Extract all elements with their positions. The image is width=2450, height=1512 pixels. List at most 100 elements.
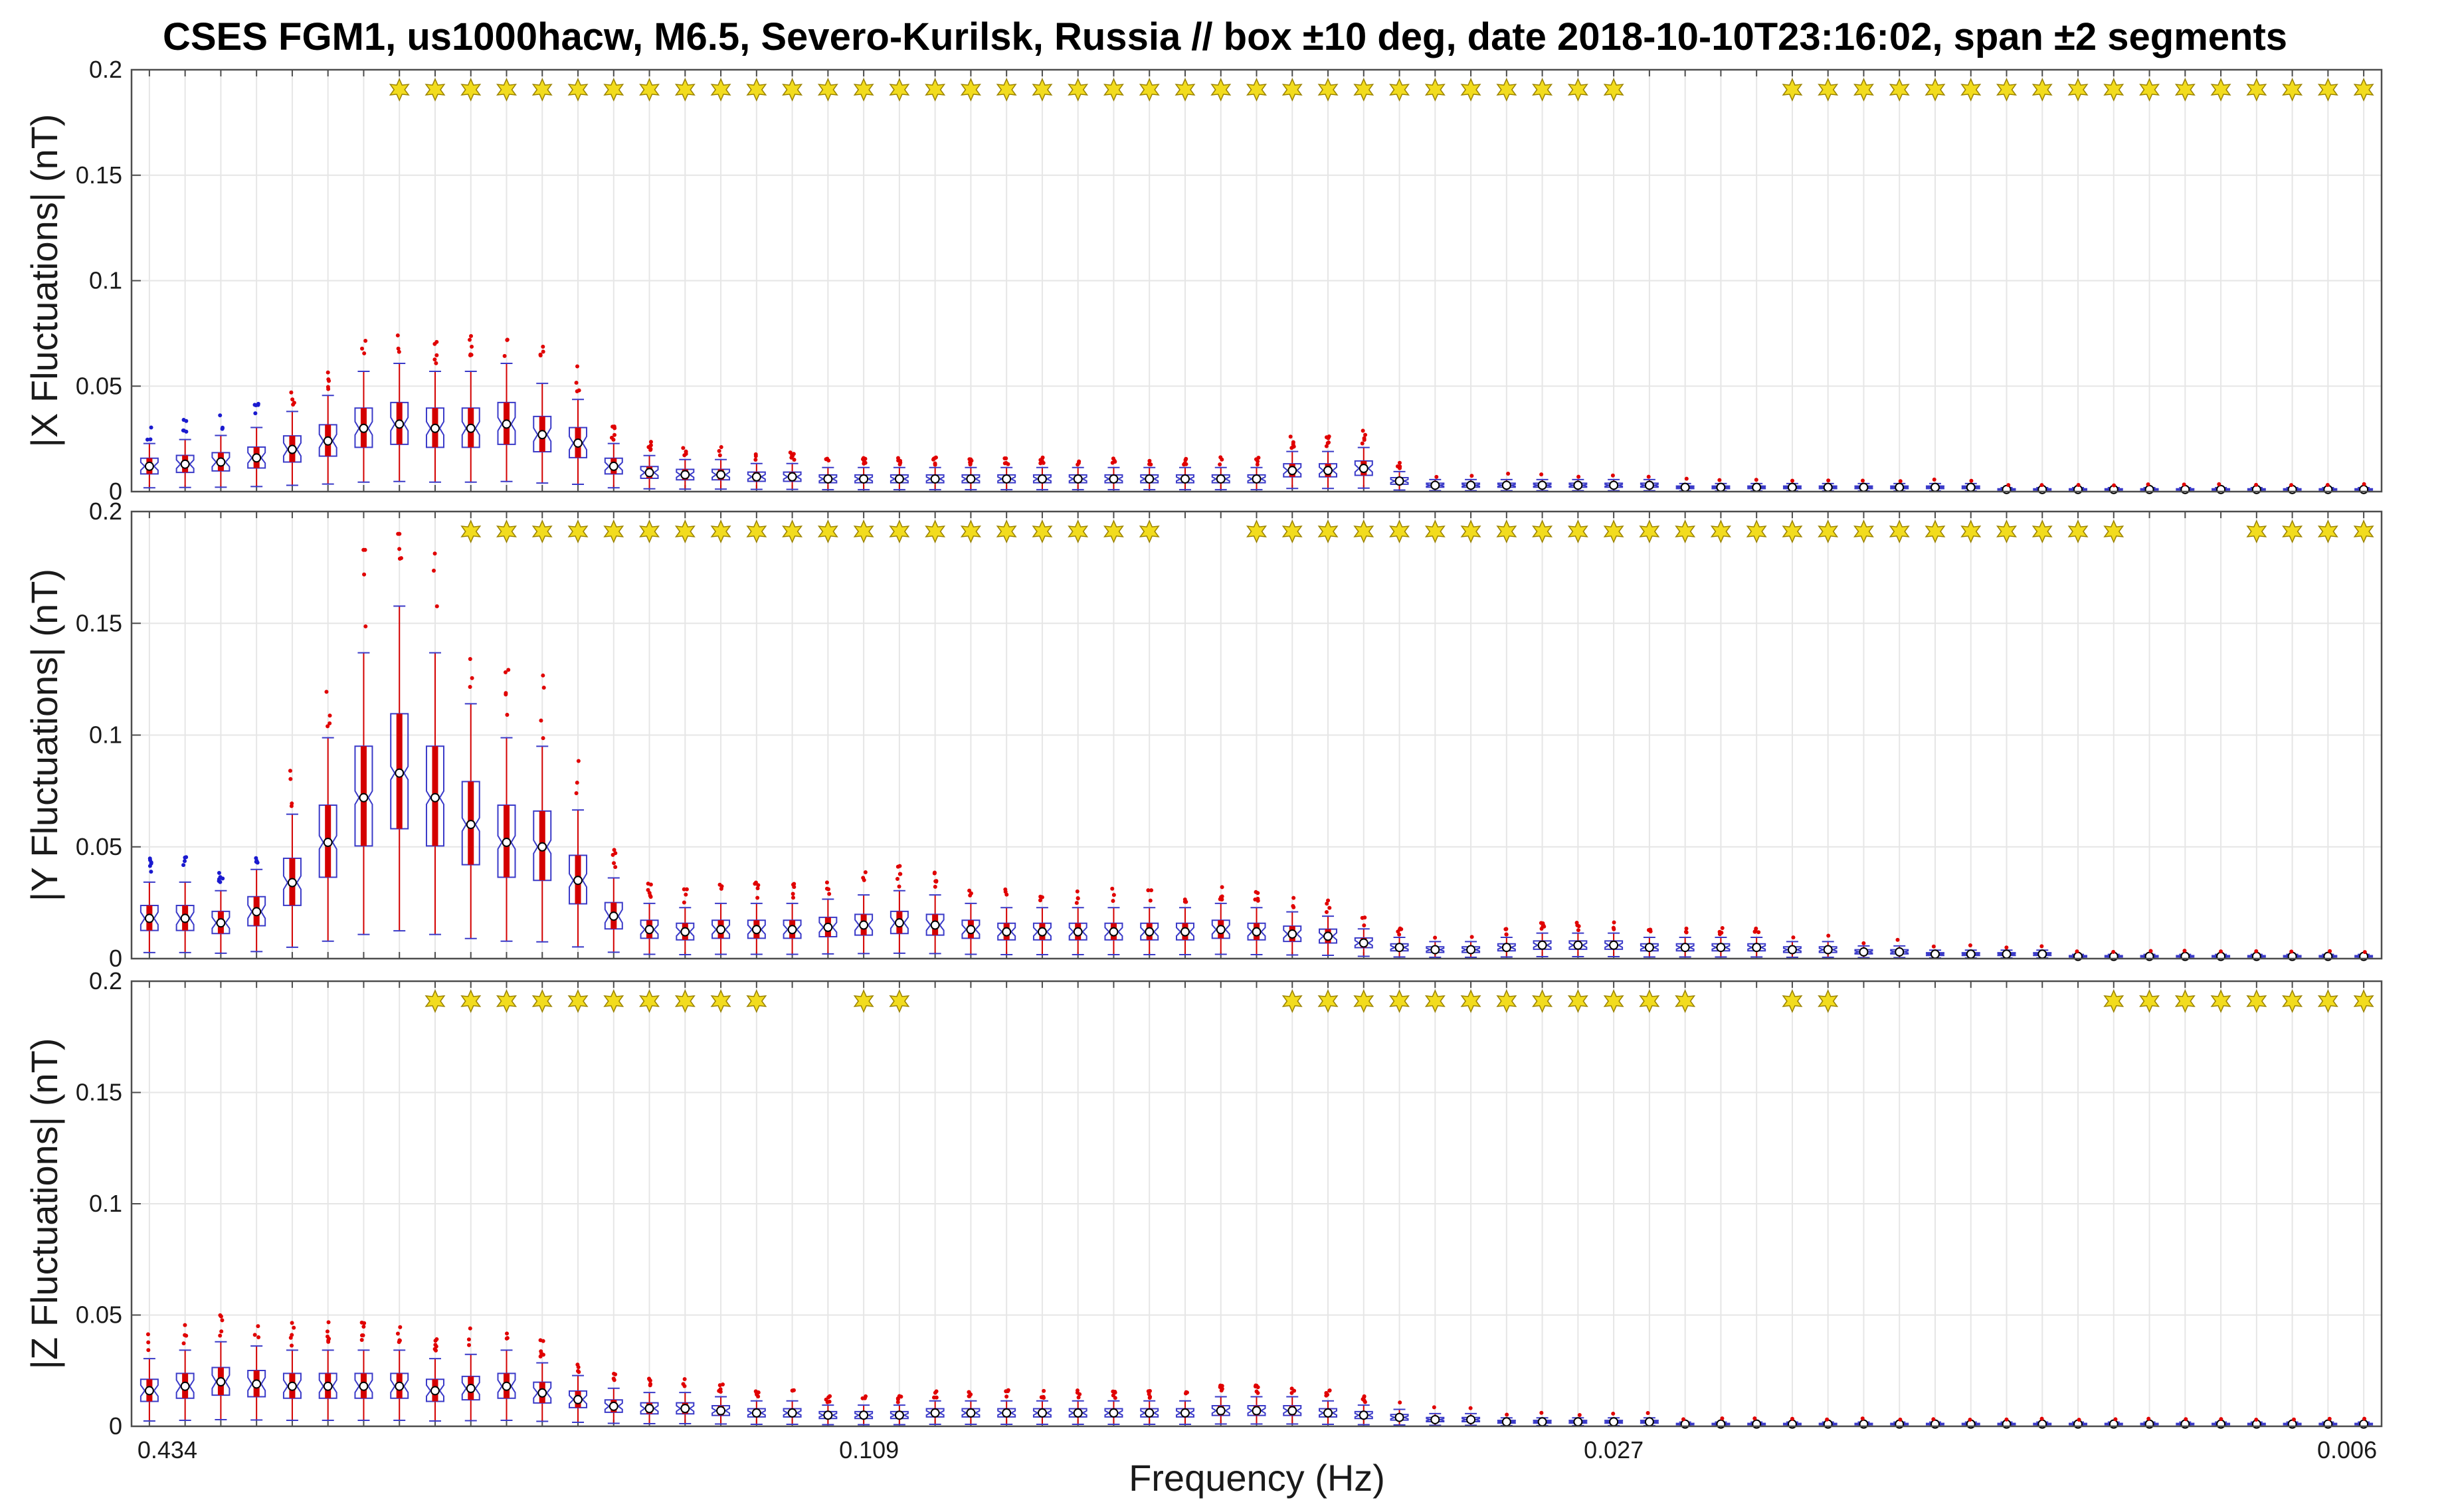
box [2104, 1422, 2123, 1426]
outlier-point [361, 1325, 366, 1329]
outlier-point [613, 1372, 618, 1376]
median-marker [216, 457, 226, 467]
outlier-point [1577, 1413, 1582, 1418]
axes-frame [130, 510, 2383, 960]
box-bin-35 [1390, 926, 1409, 958]
box-bin-1 [175, 855, 195, 953]
outlier-point [611, 425, 615, 429]
outlier-point [1684, 476, 1689, 481]
outlier-point [1469, 935, 1474, 939]
outlier-point [1576, 928, 1580, 933]
outlier-point [541, 673, 545, 678]
star-marker [567, 78, 589, 102]
box-bin-25 [1032, 455, 1052, 491]
median-marker [502, 838, 512, 848]
box-bin-25 [1032, 894, 1052, 955]
outlier-point [1289, 1386, 1294, 1391]
star-marker [853, 78, 874, 102]
star-marker [531, 520, 553, 543]
box-bin-51 [1961, 478, 1980, 492]
median-marker [1501, 1417, 1511, 1427]
outlier-point [1182, 461, 1187, 466]
outlier-point [397, 1338, 402, 1343]
star-marker [1603, 78, 1624, 102]
star-marker [603, 989, 624, 1013]
star-marker [2103, 989, 2124, 1013]
box [1354, 460, 1373, 476]
median-marker [287, 878, 297, 888]
star-marker [710, 989, 731, 1013]
box-bin-1 [175, 417, 195, 488]
outlier-point [792, 458, 797, 462]
box-bin-3 [247, 1324, 266, 1421]
box [1747, 1422, 1766, 1426]
outlier-point [1004, 460, 1008, 465]
box [818, 916, 838, 938]
outlier-point [1038, 894, 1043, 899]
box [175, 454, 195, 474]
outlier-point [756, 883, 761, 888]
outlier-point [1362, 436, 1366, 440]
box-bin-38 [1497, 927, 1516, 958]
outlier-point [326, 387, 331, 391]
median-marker [1216, 1406, 1226, 1416]
median-marker [1109, 927, 1119, 937]
median-marker [1501, 480, 1511, 490]
star-marker [782, 520, 803, 543]
median-marker [1359, 464, 1368, 474]
box-bin-2 [211, 870, 231, 954]
box [2283, 488, 2302, 491]
box [569, 426, 588, 458]
outlier-point [2362, 1416, 2367, 1421]
box [2318, 488, 2338, 491]
median-marker [894, 918, 904, 928]
box [1997, 1422, 2016, 1426]
star-marker [1567, 78, 1588, 102]
outlier-point [612, 432, 616, 437]
star-marker [1424, 520, 1446, 543]
outlier-point [326, 1320, 331, 1325]
box [211, 452, 231, 472]
outlier-point [1752, 1416, 1757, 1421]
median-marker [573, 438, 583, 448]
box-bin-28 [1140, 1388, 1159, 1425]
box [211, 1367, 231, 1396]
star-marker [1210, 78, 1232, 102]
box-bin-36 [1426, 1405, 1445, 1426]
box [961, 919, 981, 939]
y-tick-label: 0.2 [89, 967, 122, 994]
star-marker [1496, 78, 1517, 102]
outlier-point [1363, 432, 1368, 437]
box-bin-18 [783, 450, 802, 490]
box [1140, 474, 1159, 484]
star-marker [2103, 78, 2124, 102]
outlier-point [719, 445, 723, 450]
box-bin-21 [890, 1394, 909, 1426]
box [461, 1375, 480, 1401]
outlier-point [682, 1384, 687, 1388]
box-bin-42 [1640, 1411, 1659, 1427]
outlier-point [468, 684, 472, 689]
box-bin-24 [997, 887, 1016, 955]
box [2283, 1422, 2302, 1426]
outlier-point [574, 381, 579, 385]
outlier-point [1399, 927, 1404, 931]
star-marker [1032, 520, 1053, 543]
median-marker [323, 436, 333, 446]
star-marker [1782, 520, 1803, 543]
box [1175, 1408, 1194, 1418]
outlier-point [1291, 905, 1296, 909]
outlier-point [1434, 474, 1439, 479]
box [1854, 1422, 1873, 1426]
median-marker [466, 1384, 476, 1394]
star-marker [1281, 78, 1303, 102]
star-marker [710, 78, 731, 102]
star-marker [1496, 989, 1517, 1013]
star-marker [1925, 520, 1946, 543]
outlier-point [432, 551, 437, 556]
star-marker [1460, 989, 1481, 1013]
box [318, 804, 337, 878]
star-marker [531, 78, 553, 102]
outlier-point [1931, 944, 1936, 949]
box-bin-22 [925, 870, 945, 955]
